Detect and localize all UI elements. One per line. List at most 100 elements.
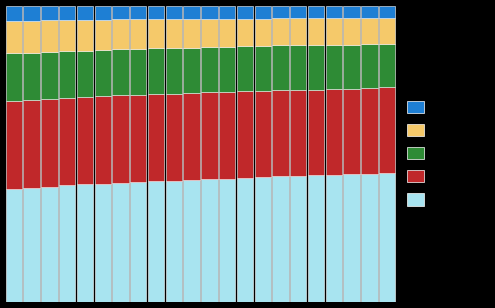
Bar bbox=[130, 49, 147, 95]
Bar bbox=[201, 47, 217, 92]
Bar bbox=[95, 50, 111, 96]
Bar bbox=[95, 184, 111, 302]
Bar bbox=[272, 176, 289, 302]
Bar bbox=[148, 94, 164, 181]
Bar bbox=[5, 54, 22, 101]
Bar bbox=[361, 18, 378, 44]
Bar bbox=[59, 98, 75, 185]
Bar bbox=[166, 6, 182, 19]
Bar bbox=[201, 6, 217, 19]
Bar bbox=[77, 20, 93, 51]
Bar bbox=[41, 187, 57, 302]
Bar bbox=[344, 18, 360, 45]
Bar bbox=[41, 6, 57, 20]
Bar bbox=[59, 51, 75, 98]
Bar bbox=[344, 89, 360, 174]
Bar bbox=[95, 96, 111, 184]
Bar bbox=[184, 6, 200, 19]
Bar bbox=[77, 184, 93, 302]
Bar bbox=[23, 6, 40, 21]
Bar bbox=[23, 188, 40, 302]
Bar bbox=[23, 21, 40, 53]
Bar bbox=[130, 182, 147, 302]
Bar bbox=[361, 44, 378, 88]
Bar bbox=[112, 6, 129, 19]
Bar bbox=[237, 18, 253, 47]
Bar bbox=[5, 6, 22, 21]
Bar bbox=[112, 183, 129, 302]
Bar bbox=[23, 100, 40, 188]
Bar bbox=[166, 48, 182, 94]
Bar bbox=[130, 19, 147, 49]
Bar bbox=[219, 6, 235, 18]
Bar bbox=[219, 179, 235, 302]
Bar bbox=[184, 180, 200, 302]
Bar bbox=[148, 48, 164, 94]
Bar bbox=[130, 95, 147, 182]
Bar bbox=[166, 19, 182, 48]
Bar bbox=[201, 179, 217, 302]
Bar bbox=[77, 97, 93, 184]
Bar bbox=[254, 91, 271, 177]
Bar bbox=[59, 6, 75, 20]
Bar bbox=[326, 45, 342, 89]
Bar bbox=[184, 93, 200, 180]
Bar bbox=[59, 20, 75, 51]
Bar bbox=[184, 19, 200, 47]
Bar bbox=[272, 90, 289, 176]
Bar bbox=[148, 19, 164, 48]
Bar bbox=[379, 18, 396, 44]
Bar bbox=[201, 92, 217, 179]
Bar bbox=[344, 6, 360, 18]
Bar bbox=[290, 6, 306, 18]
Bar bbox=[95, 6, 111, 20]
Bar bbox=[290, 176, 306, 302]
Bar bbox=[77, 6, 93, 20]
Bar bbox=[166, 180, 182, 302]
Bar bbox=[130, 6, 147, 19]
Bar bbox=[272, 6, 289, 18]
Bar bbox=[308, 45, 324, 90]
Bar bbox=[219, 92, 235, 179]
Bar bbox=[272, 46, 289, 90]
Bar bbox=[219, 47, 235, 92]
Bar bbox=[326, 6, 342, 18]
Bar bbox=[59, 185, 75, 302]
Bar bbox=[326, 18, 342, 45]
Bar bbox=[237, 178, 253, 302]
Bar bbox=[184, 47, 200, 93]
Bar bbox=[308, 175, 324, 302]
Bar bbox=[308, 18, 324, 45]
Bar bbox=[308, 6, 324, 18]
Bar bbox=[23, 53, 40, 100]
Bar bbox=[5, 101, 22, 189]
Bar bbox=[379, 44, 396, 87]
Bar bbox=[344, 174, 360, 302]
Bar bbox=[237, 91, 253, 178]
Bar bbox=[112, 49, 129, 95]
Bar bbox=[148, 181, 164, 302]
Bar bbox=[272, 18, 289, 46]
Bar bbox=[41, 52, 57, 99]
Bar bbox=[326, 175, 342, 302]
Bar bbox=[201, 19, 217, 47]
Bar bbox=[379, 6, 396, 18]
Bar bbox=[254, 18, 271, 46]
Bar bbox=[290, 46, 306, 90]
Bar bbox=[290, 18, 306, 46]
Bar bbox=[237, 47, 253, 91]
Bar bbox=[5, 189, 22, 302]
Bar bbox=[379, 172, 396, 302]
Bar bbox=[254, 177, 271, 302]
Bar bbox=[41, 99, 57, 187]
Bar bbox=[95, 20, 111, 50]
Bar bbox=[361, 88, 378, 174]
Bar bbox=[254, 6, 271, 18]
Bar bbox=[166, 94, 182, 180]
Bar bbox=[290, 90, 306, 176]
Bar bbox=[308, 90, 324, 175]
Bar bbox=[361, 6, 378, 18]
Bar bbox=[219, 18, 235, 47]
Bar bbox=[41, 20, 57, 52]
Bar bbox=[344, 45, 360, 89]
